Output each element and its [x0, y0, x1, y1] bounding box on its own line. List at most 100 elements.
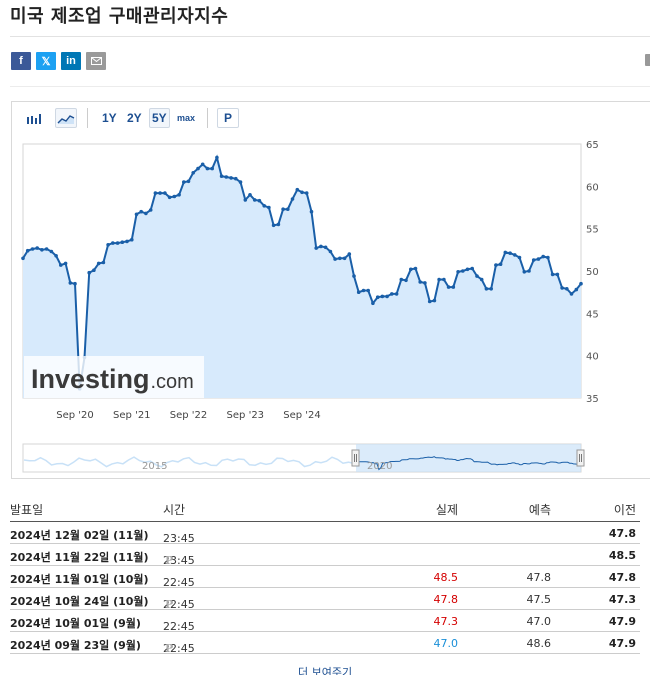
range-2y-button[interactable]: 2Y: [127, 111, 142, 125]
data-point[interactable]: [579, 281, 583, 286]
area-chart-toggle[interactable]: [55, 108, 77, 128]
data-point[interactable]: [215, 155, 219, 160]
email-share-button[interactable]: [86, 52, 106, 70]
data-point[interactable]: [498, 262, 503, 266]
data-point[interactable]: [314, 246, 319, 250]
data-point[interactable]: [494, 263, 498, 267]
data-point[interactable]: [319, 244, 323, 249]
data-point[interactable]: [404, 278, 408, 283]
data-point[interactable]: [196, 166, 200, 171]
data-point[interactable]: [550, 272, 555, 277]
data-point[interactable]: [300, 190, 304, 195]
data-point[interactable]: [295, 187, 300, 192]
data-point[interactable]: [560, 286, 564, 290]
linkedin-share-button[interactable]: in: [61, 52, 81, 70]
data-point[interactable]: [446, 285, 451, 289]
twitter-share-button[interactable]: 𝕏: [36, 52, 56, 70]
data-point[interactable]: [281, 207, 285, 211]
show-more-link[interactable]: 더 보여주기: [298, 666, 353, 675]
data-point[interactable]: [191, 171, 195, 175]
data-point[interactable]: [167, 195, 172, 200]
range-1y-button[interactable]: 1Y: [102, 111, 117, 125]
data-point[interactable]: [177, 193, 181, 197]
data-point[interactable]: [470, 266, 475, 271]
data-point[interactable]: [267, 205, 271, 210]
data-point[interactable]: [21, 256, 25, 261]
data-point[interactable]: [546, 255, 550, 260]
data-point[interactable]: [413, 266, 418, 271]
data-point[interactable]: [437, 277, 441, 282]
data-point[interactable]: [59, 263, 63, 267]
data-point[interactable]: [541, 254, 545, 259]
data-point[interactable]: [451, 285, 456, 289]
data-point[interactable]: [106, 243, 110, 247]
data-point[interactable]: [238, 180, 243, 184]
data-point[interactable]: [309, 209, 314, 214]
data-point[interactable]: [333, 257, 337, 261]
data-point[interactable]: [328, 249, 333, 254]
preliminary-toggle-button[interactable]: P: [217, 108, 239, 128]
data-point[interactable]: [508, 251, 512, 255]
data-point[interactable]: [139, 209, 143, 214]
data-point[interactable]: [49, 249, 54, 254]
data-point[interactable]: [517, 255, 522, 260]
data-point[interactable]: [418, 280, 423, 284]
data-point[interactable]: [503, 250, 508, 255]
data-point[interactable]: [87, 270, 91, 275]
data-point[interactable]: [290, 197, 295, 201]
data-point[interactable]: [513, 253, 517, 257]
data-point[interactable]: [423, 281, 427, 285]
range-5y-button[interactable]: 5Y: [149, 108, 170, 128]
data-point[interactable]: [484, 287, 489, 291]
navigator-left-handle[interactable]: [351, 449, 360, 467]
data-point[interactable]: [153, 191, 158, 195]
data-point[interactable]: [130, 237, 134, 242]
navigator-right-handle[interactable]: [576, 449, 585, 467]
data-point[interactable]: [68, 281, 73, 285]
data-point[interactable]: [144, 211, 148, 216]
data-point[interactable]: [352, 274, 356, 278]
data-point[interactable]: [347, 252, 352, 256]
data-point[interactable]: [229, 176, 233, 180]
data-point[interactable]: [536, 257, 541, 261]
data-point[interactable]: [148, 208, 153, 212]
data-point[interactable]: [271, 223, 276, 228]
data-point[interactable]: [399, 277, 404, 282]
data-point[interactable]: [248, 193, 252, 197]
data-point[interactable]: [427, 299, 432, 304]
data-point[interactable]: [63, 261, 68, 266]
data-point[interactable]: [475, 274, 479, 278]
data-point[interactable]: [531, 258, 536, 262]
data-point[interactable]: [574, 287, 579, 292]
data-point[interactable]: [30, 247, 35, 251]
data-point[interactable]: [35, 246, 39, 250]
data-point[interactable]: [92, 268, 96, 272]
data-point[interactable]: [224, 175, 229, 179]
data-point[interactable]: [304, 191, 309, 195]
data-point[interactable]: [219, 174, 224, 178]
data-point[interactable]: [182, 180, 186, 184]
data-point[interactable]: [186, 179, 191, 184]
data-point[interactable]: [385, 294, 389, 299]
data-point[interactable]: [465, 267, 470, 272]
data-point[interactable]: [456, 270, 460, 274]
data-point[interactable]: [565, 287, 569, 291]
data-point[interactable]: [210, 166, 214, 171]
data-point[interactable]: [262, 204, 266, 208]
bar-chart-toggle[interactable]: [23, 108, 45, 128]
data-point[interactable]: [409, 267, 413, 272]
data-point[interactable]: [115, 241, 120, 245]
data-point[interactable]: [101, 260, 106, 265]
data-point[interactable]: [234, 176, 238, 181]
data-point[interactable]: [375, 295, 380, 299]
data-point[interactable]: [276, 222, 281, 227]
data-point[interactable]: [461, 269, 465, 273]
data-point[interactable]: [286, 207, 290, 211]
data-point[interactable]: [252, 198, 257, 202]
data-point[interactable]: [380, 294, 385, 299]
data-point[interactable]: [323, 245, 328, 250]
data-point[interactable]: [569, 292, 574, 296]
data-point[interactable]: [163, 191, 167, 195]
data-point[interactable]: [96, 261, 101, 266]
data-point[interactable]: [361, 288, 366, 293]
